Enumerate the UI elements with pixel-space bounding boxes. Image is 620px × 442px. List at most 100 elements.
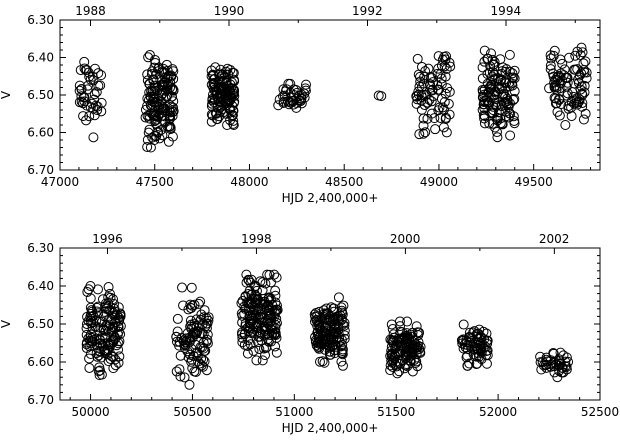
data-point [492,113,503,124]
data-point [574,70,585,81]
y-tick-label: 6.40 [27,279,54,293]
data-point [559,64,570,75]
data-point [93,80,104,91]
data-point [441,127,452,138]
data-point [554,93,565,104]
data-point [479,56,490,67]
data-point [113,344,124,355]
data-point [89,94,100,105]
data-point [440,112,451,123]
data-point [94,338,105,349]
data-point [264,305,275,316]
year-label: 2000 [390,232,421,246]
data-point [168,102,179,113]
data-point [553,70,564,81]
data-point [418,89,429,100]
data-point [150,115,161,126]
data-point [553,354,564,365]
data-point [435,112,446,123]
data-point [228,106,239,117]
data-point [292,87,303,98]
data-point [562,77,573,88]
data-point [536,364,547,375]
data-point [507,80,518,91]
data-point [414,346,425,357]
data-point [485,48,496,59]
data-point [267,299,278,310]
data-point [106,351,117,362]
data-point [497,66,508,77]
data-point [563,103,574,114]
data-point [95,365,106,376]
data-point [535,351,546,362]
data-point [92,322,103,333]
data-point [406,346,417,357]
data-point [165,82,176,93]
data-point [482,53,493,64]
data-point [472,333,483,344]
data-point [83,80,93,91]
data-point [151,118,162,129]
data-point [489,94,500,105]
data-point [580,108,591,119]
data-point [241,269,252,280]
data-point [222,120,233,130]
y-tick-label: 6.70 [27,393,54,407]
data-point [158,63,169,74]
data-point [186,323,197,334]
data-point [174,336,185,347]
y-axis-label: V [0,319,13,328]
data-point [509,86,520,97]
data-point [571,93,582,104]
data-point [207,89,218,100]
x-tick-label: 48000 [230,175,268,189]
data-point [314,356,325,367]
data-point [113,357,124,368]
data-point [278,91,289,102]
data-point [388,329,399,340]
data-point [82,286,93,297]
data-point [108,322,119,333]
data-point [418,113,429,124]
data-point [319,328,330,339]
x-tick-label: 48500 [325,175,363,189]
data-point [325,346,336,357]
data-point [103,321,114,332]
data-point [560,120,571,130]
data-point [167,83,178,94]
data-point [89,89,100,100]
data-point [201,365,212,376]
data-point [148,74,159,85]
data-point [226,110,237,121]
data-point [237,337,248,348]
data-point [151,69,162,80]
data-point [500,78,511,89]
data-point [251,355,262,366]
data-point [144,49,155,60]
data-point [443,98,454,109]
data-points [81,269,574,390]
data-point [339,320,350,331]
year-label: 1996 [92,232,123,246]
data-point [326,302,337,313]
data-point [554,72,565,83]
data-point [505,108,516,119]
data-point [207,69,218,80]
data-point [478,342,489,353]
data-point [248,305,259,316]
panel-top: 47000 47500 48000 48500 49000 49500 1988 1990 19… [0,4,601,205]
x-tick-label: 52000 [479,405,517,419]
data-point [147,102,158,113]
data-point [414,129,425,140]
data-point [554,110,565,121]
x-axis-label: HJD 2,400,000+ [282,191,379,205]
data-point [328,334,339,345]
data-point [507,68,518,79]
data-point [418,128,429,139]
data-point [433,63,444,74]
data-point [259,299,270,310]
data-point [247,294,258,305]
data-point [430,124,441,135]
data-point [85,293,96,304]
data-point [143,127,154,138]
